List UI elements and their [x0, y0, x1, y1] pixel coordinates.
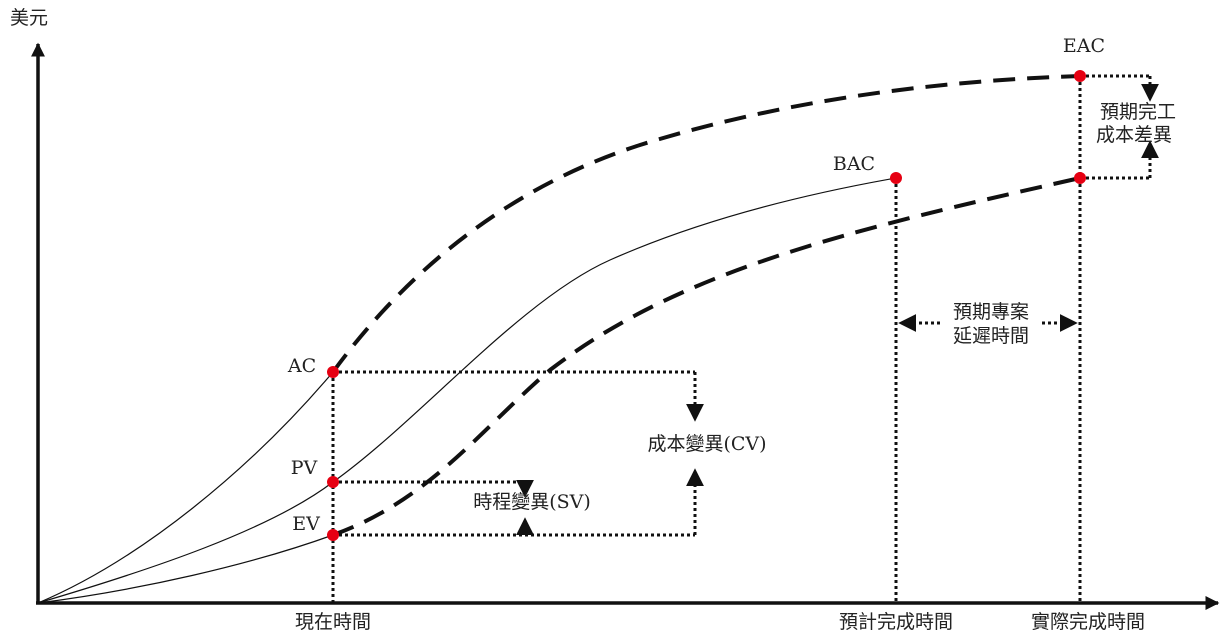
delay-label-line2: 延遲時間 — [953, 325, 1029, 347]
ev-projection-curve — [332, 176, 1081, 537]
ev-marker — [327, 529, 339, 541]
sv-label: 時程變異(SV) — [473, 491, 591, 513]
ac-label: AC — [287, 355, 316, 377]
x-label-actual-finish: 實際完成時間 — [1031, 611, 1145, 633]
bac-marker — [890, 172, 902, 184]
cv-label: 成本變異(CV) — [647, 433, 766, 455]
eac-marker — [1074, 70, 1086, 82]
y-axis-label: 美元 — [10, 7, 48, 29]
ac-marker — [327, 366, 339, 378]
vac-label-line2: 成本差異 — [1096, 124, 1172, 146]
pv-marker — [327, 476, 339, 488]
pv-label: PV — [291, 457, 318, 479]
ev-label: EV — [292, 513, 320, 535]
pv-curve — [37, 177, 897, 604]
x-label-planned-finish: 預計完成時間 — [839, 611, 953, 633]
bac-label: BAC — [833, 153, 875, 175]
ac-curve-actual — [37, 371, 334, 604]
delay-label-line1: 預期專案 — [953, 301, 1029, 323]
ev-projection-end-marker — [1074, 172, 1086, 184]
eac-label: EAC — [1063, 35, 1105, 57]
x-label-now: 現在時間 — [295, 611, 371, 633]
vac-label-line1: 預期完工 — [1100, 101, 1176, 123]
ac-projection-curve — [331, 74, 1081, 374]
ev-curve-actual — [37, 534, 334, 604]
